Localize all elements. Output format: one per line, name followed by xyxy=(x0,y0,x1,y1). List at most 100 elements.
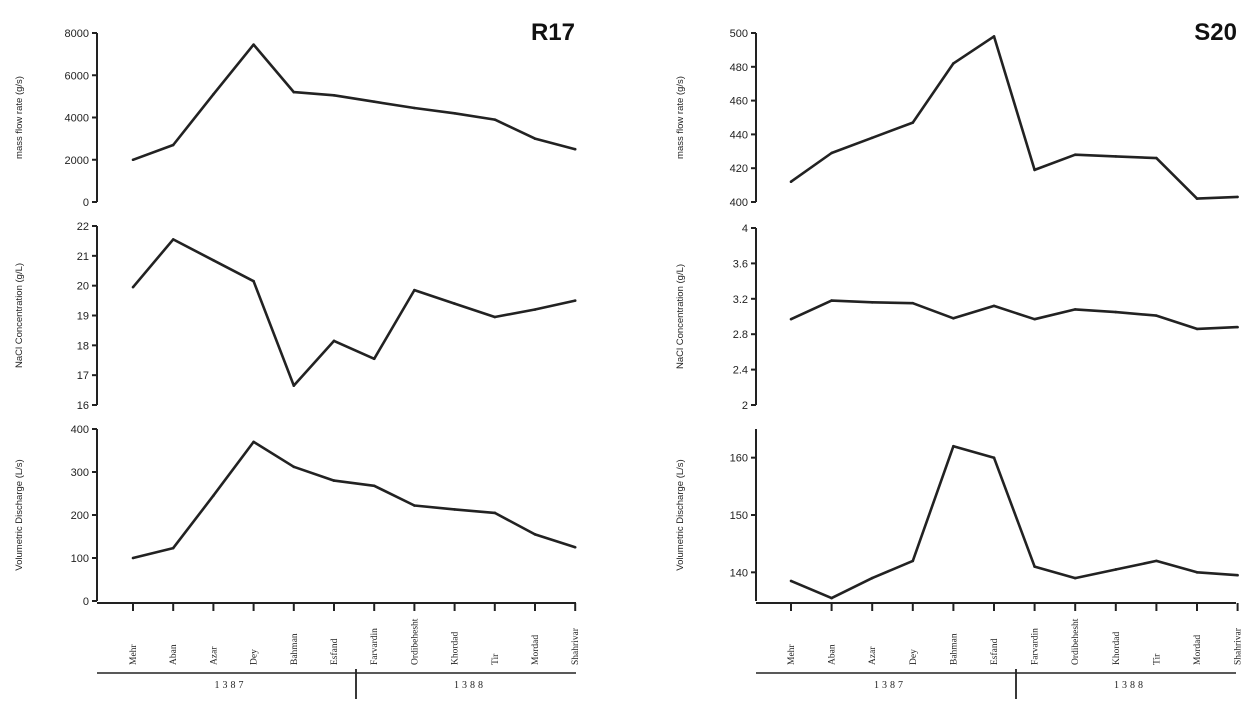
y-tick-label: 20 xyxy=(77,281,89,293)
y-axis-label: mass flow rate (g/s) xyxy=(14,76,25,159)
data-point xyxy=(911,301,915,305)
data-point xyxy=(372,484,376,488)
x-tick-label: Azar xyxy=(868,646,878,665)
x-tick-label: Shahrivar xyxy=(571,627,581,665)
data-point xyxy=(1195,197,1199,200)
data-point xyxy=(413,288,416,292)
data-point xyxy=(1155,156,1158,160)
series-line xyxy=(790,299,1238,331)
year-label: 1387 xyxy=(215,680,247,691)
data-point xyxy=(332,94,336,97)
data-point xyxy=(533,533,537,536)
data-point xyxy=(952,316,955,320)
data-point xyxy=(171,238,175,241)
data-point xyxy=(453,111,456,115)
data-point xyxy=(453,508,456,511)
data-point xyxy=(131,556,135,560)
y-tick-label: 17 xyxy=(77,370,89,382)
data-point xyxy=(830,151,833,155)
data-point xyxy=(911,559,915,563)
panel-1: 0 2000 4000 6000 8000 mass flow rate (g/s) xyxy=(14,28,577,209)
data-point xyxy=(992,456,996,459)
data-point xyxy=(1114,568,1118,571)
x-tick-label: Ordibehesht xyxy=(410,618,420,665)
x-tick-label: Tir xyxy=(1152,653,1162,665)
y-tick-label: 460 xyxy=(730,96,748,108)
y-axis-label: Volumetric Discharge (L/s) xyxy=(675,459,686,570)
y-tick-label: 8000 xyxy=(65,28,89,40)
data-point xyxy=(789,180,793,184)
y-tick-label: 500 xyxy=(730,28,748,40)
x-tick-label: Dey xyxy=(250,649,260,665)
y-tick-label: 2.8 xyxy=(733,329,748,341)
x-tick-label: Azar xyxy=(209,646,219,665)
x-tick-label: Farvardin xyxy=(370,628,380,665)
data-point xyxy=(1236,573,1239,577)
y-tick-label: 160 xyxy=(730,453,748,465)
data-point xyxy=(830,596,833,600)
data-point xyxy=(1155,559,1158,563)
data-point xyxy=(413,504,416,507)
data-point xyxy=(573,147,577,151)
y-tick-label: 4000 xyxy=(65,113,89,125)
series-line xyxy=(790,35,1238,200)
data-point xyxy=(212,92,215,96)
y-axis-label: NaCl Concentration (g/L) xyxy=(675,264,686,369)
x-tick-label: Farvardin xyxy=(1031,628,1041,665)
panel-2: 16 17 18 19 20 21 22 NaCl Concentration (g/L) xyxy=(14,221,577,412)
data-point xyxy=(332,339,336,343)
data-point xyxy=(1033,168,1036,172)
data-point xyxy=(252,440,255,444)
data-point xyxy=(1073,576,1077,580)
y-tick-label: 400 xyxy=(71,424,89,436)
x-tick-label: Esfand xyxy=(989,638,1000,665)
y-tick-label: 3.2 xyxy=(733,294,748,306)
y-tick-label: 21 xyxy=(77,251,89,263)
data-point xyxy=(992,35,996,38)
data-point xyxy=(830,299,833,302)
data-point xyxy=(1073,153,1077,156)
x-tick-label: Mordad xyxy=(531,635,541,665)
year-label: 1388 xyxy=(1114,680,1146,691)
data-point xyxy=(952,444,955,448)
y-tick-label: 2.4 xyxy=(733,365,748,377)
x-tick-label: Khordad xyxy=(1112,632,1122,665)
data-point xyxy=(1033,565,1036,568)
data-point xyxy=(911,121,915,124)
x-tick-label: Ordibehesht xyxy=(1071,618,1081,665)
x-tick-label: Mordad xyxy=(1193,635,1203,665)
data-point xyxy=(952,62,955,65)
y-tick-label: 420 xyxy=(730,163,748,175)
chart-title: S20 xyxy=(1194,19,1237,46)
series-line xyxy=(132,238,576,387)
data-point xyxy=(1033,317,1036,321)
panel-3: 0 100 200 300 400 Volumetric Discharge (L/s) xyxy=(14,424,577,608)
data-point xyxy=(1114,155,1118,158)
data-point xyxy=(332,479,336,482)
year-label: 1387 xyxy=(874,680,906,691)
y-tick-label: 19 xyxy=(77,311,89,323)
data-point xyxy=(573,545,577,549)
x-tick-label: Aban xyxy=(169,644,179,665)
y-axis-label: Volumetric Discharge (L/s) xyxy=(14,459,25,570)
data-point xyxy=(372,100,376,103)
x-tick-label: Dey xyxy=(909,649,919,665)
y-tick-label: 22 xyxy=(77,221,89,233)
x-tick-label: Esfand xyxy=(329,638,340,665)
y-tick-label: 440 xyxy=(730,129,748,141)
series-line xyxy=(132,440,576,560)
data-point xyxy=(533,308,537,311)
series-line xyxy=(132,43,576,162)
y-tick-label: 2000 xyxy=(65,155,89,167)
x-tick-label: Khordad xyxy=(451,632,461,665)
data-point xyxy=(292,384,296,387)
panel-3: 140 150 160 Volumetric Discharge (L/s) xyxy=(675,429,1239,601)
data-point xyxy=(131,158,135,162)
data-point xyxy=(1195,571,1199,574)
data-point xyxy=(870,301,874,304)
y-tick-label: 6000 xyxy=(65,70,89,82)
data-point xyxy=(1236,325,1239,329)
data-point xyxy=(493,315,497,319)
y-tick-label: 2 xyxy=(742,400,748,412)
